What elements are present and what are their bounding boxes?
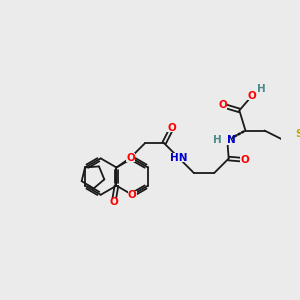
Text: O: O <box>128 190 136 200</box>
Text: N: N <box>227 135 236 145</box>
Text: O: O <box>241 155 249 165</box>
FancyBboxPatch shape <box>219 101 226 109</box>
FancyBboxPatch shape <box>167 124 176 132</box>
FancyBboxPatch shape <box>241 156 249 164</box>
FancyBboxPatch shape <box>126 154 135 162</box>
FancyBboxPatch shape <box>110 198 118 206</box>
FancyBboxPatch shape <box>294 130 300 138</box>
FancyBboxPatch shape <box>171 154 186 162</box>
Text: H: H <box>257 84 266 94</box>
Text: HN: HN <box>170 153 188 163</box>
FancyBboxPatch shape <box>217 136 232 145</box>
Text: O: O <box>218 100 227 110</box>
FancyBboxPatch shape <box>168 124 176 132</box>
FancyBboxPatch shape <box>240 156 249 164</box>
Text: O: O <box>109 197 118 207</box>
Text: O: O <box>248 91 256 101</box>
FancyBboxPatch shape <box>248 92 256 100</box>
FancyBboxPatch shape <box>128 191 136 199</box>
FancyBboxPatch shape <box>172 154 185 162</box>
Text: S: S <box>295 129 300 139</box>
FancyBboxPatch shape <box>128 190 137 199</box>
FancyBboxPatch shape <box>248 92 256 100</box>
Text: O: O <box>167 123 176 133</box>
Text: O: O <box>126 153 135 163</box>
FancyBboxPatch shape <box>127 154 134 162</box>
Text: H: H <box>213 135 221 145</box>
FancyBboxPatch shape <box>295 130 300 138</box>
FancyBboxPatch shape <box>109 198 118 206</box>
FancyBboxPatch shape <box>218 101 227 110</box>
